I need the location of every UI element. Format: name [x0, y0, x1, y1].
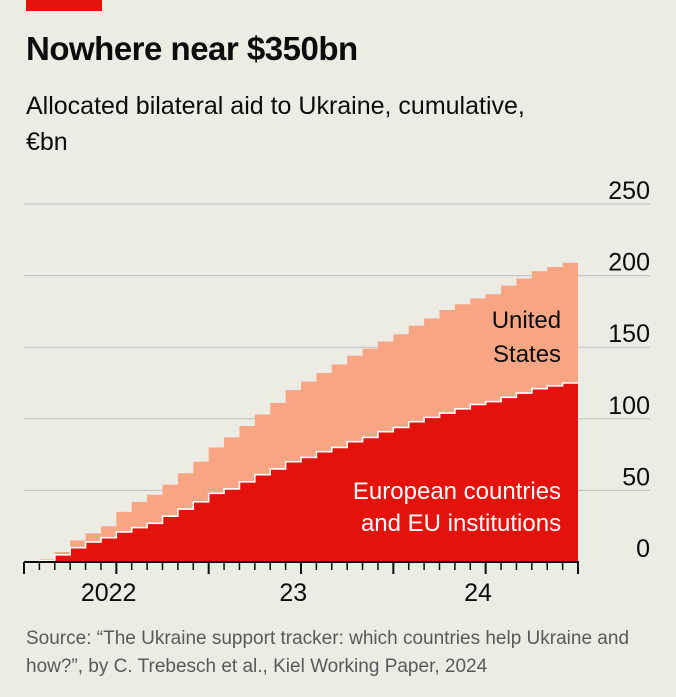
x-tick-label-24: 24: [464, 579, 492, 607]
y-tick-label-200: 200: [608, 249, 650, 277]
stacked-areas: [24, 262, 578, 563]
chart-subtitle: Allocated bilateral aid to Ukraine, cumu…: [26, 92, 525, 156]
y-tick-label-0: 0: [636, 535, 650, 563]
brand-tag: [26, 0, 102, 11]
x-axis: 2022 23 24: [23, 561, 579, 607]
x-tick-label-2022: 2022: [81, 579, 137, 607]
y-tick-label-150: 150: [608, 320, 650, 348]
chart-area: 0 50 100 150 200 250 2022 23 24 United States Eur…: [23, 177, 650, 607]
series-divider-line: [24, 382, 578, 563]
x-tick-label-23: 23: [279, 579, 307, 607]
y-axis-ticks: 0 50 100 150 200 250: [608, 177, 650, 563]
y-tick-label-250: 250: [608, 177, 650, 205]
label-european-line-2: and EU institutions: [361, 510, 561, 537]
source-note: Source: “The Ukraine support tracker: wh…: [26, 628, 630, 677]
y-tick-label-100: 100: [608, 392, 650, 420]
series-labels: United States European countries and EU ins…: [353, 307, 561, 537]
chart-title: Nowhere near $350bn: [26, 30, 358, 67]
label-united-states-line-2: States: [493, 341, 561, 368]
label-european-line-1: European countries: [353, 478, 561, 505]
y-tick-label-50: 50: [622, 463, 650, 491]
area-united-states: [24, 262, 578, 562]
label-united-states-line-1: United: [492, 307, 561, 334]
